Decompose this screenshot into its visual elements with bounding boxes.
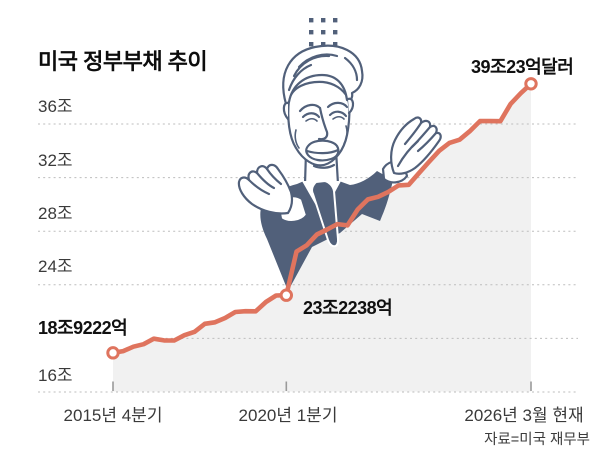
x-tick-label-2020q1: 2020년 1분기: [238, 406, 338, 425]
data-label-latest: 39조23억달러: [471, 57, 574, 77]
debt-line: [110, 81, 534, 356]
point-marker: [279, 288, 294, 302]
point-marker: [524, 77, 538, 91]
x-tick-label-2026mar: 2026년 3월 현재: [464, 406, 584, 425]
x-axis-ticks: [112, 381, 532, 391]
gridlines: [38, 123, 578, 393]
y-tick-label-36: 36조: [38, 97, 73, 116]
data-label-2020q1: 23조2238억: [303, 298, 393, 318]
data-label-start: 18조9222억: [38, 318, 128, 338]
point-marker: [106, 346, 120, 360]
point-markers: [106, 77, 538, 360]
source-label: 자료=미국 재무부: [484, 432, 590, 448]
y-tick-label-28: 28조: [38, 204, 73, 223]
dots-ornament: [309, 18, 338, 47]
y-tick-label-32: 32조: [38, 151, 73, 170]
x-tick-label-2015q4: 2015년 4분기: [63, 406, 163, 425]
y-tick-label-16: 16조: [38, 366, 73, 385]
page-title: 미국 정부부채 추이: [38, 49, 208, 74]
y-tick-label-24: 24조: [38, 257, 73, 276]
